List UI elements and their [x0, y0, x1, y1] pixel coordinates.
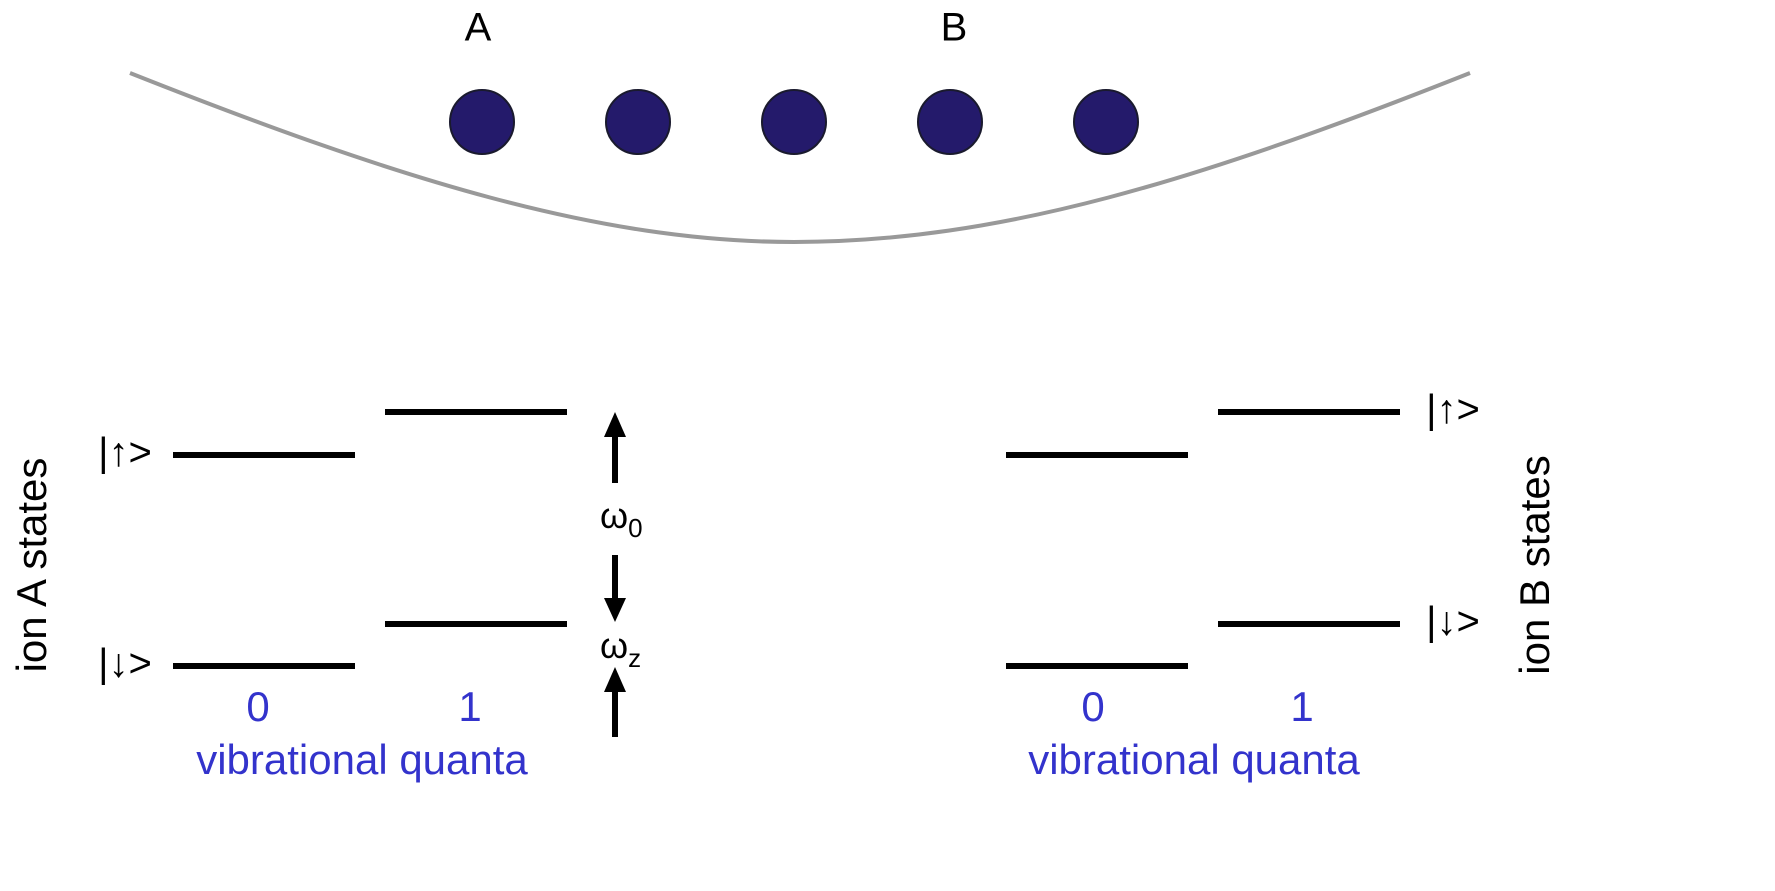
symbol: ω	[600, 625, 628, 666]
ion	[761, 89, 827, 155]
state-label: |↓>	[1426, 600, 1480, 644]
arrow-head	[604, 598, 626, 622]
side-label: ion A states	[8, 458, 55, 673]
quanta-label: 1	[458, 683, 481, 730]
ion-label: B	[941, 6, 968, 50]
ion	[917, 89, 983, 155]
subscript: z	[628, 643, 641, 673]
quanta-label: 1	[1290, 683, 1313, 730]
frequency-label: ω0	[600, 495, 643, 543]
state-label: |↑>	[98, 431, 152, 475]
ion	[605, 89, 671, 155]
trap-potential	[129, 71, 1471, 245]
arrow-head	[604, 667, 626, 692]
frequency-label: ωz	[600, 625, 641, 673]
ion	[1073, 89, 1139, 155]
symbol: ω	[600, 495, 628, 536]
axis-label: vibrational quanta	[1028, 736, 1360, 783]
state-label: |↑>	[1426, 388, 1480, 432]
quanta-label: 0	[1081, 683, 1104, 730]
side-label: ion B states	[1511, 455, 1558, 674]
ion-label: A	[465, 6, 492, 50]
subscript: 0	[628, 513, 642, 543]
state-label: |↓>	[98, 642, 152, 686]
quanta-label: 0	[246, 683, 269, 730]
axis-label: vibrational quanta	[196, 736, 528, 783]
ion	[449, 89, 515, 155]
ion-chain	[449, 89, 1139, 155]
arrow-head	[604, 412, 626, 437]
